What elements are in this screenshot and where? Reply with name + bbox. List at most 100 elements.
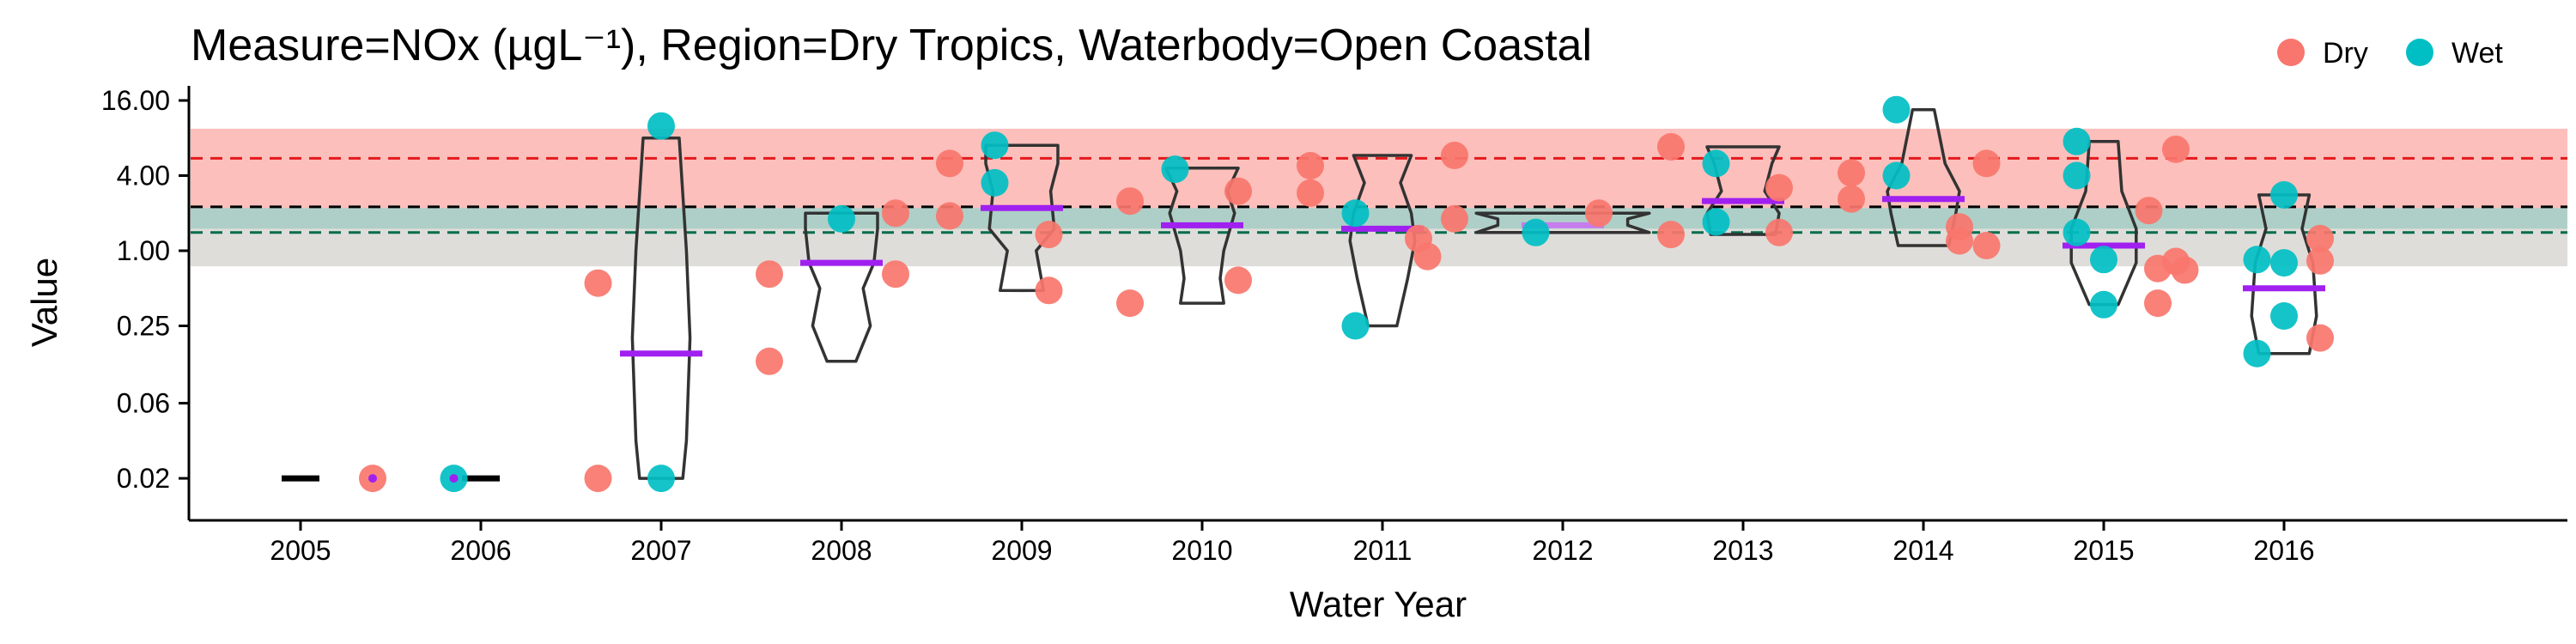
- x-tick-label-2006: 2006: [450, 535, 511, 566]
- wet-point-6: [1161, 155, 1189, 184]
- violin-2011: [1348, 154, 1417, 328]
- wet-point-22: [2270, 249, 2298, 277]
- wet-point-15: [2063, 161, 2091, 190]
- dry-point-10: [1035, 276, 1063, 305]
- dry-point-29: [1946, 213, 1973, 241]
- wet-point-5: [981, 168, 1009, 197]
- wet-point-21: [2270, 302, 2298, 330]
- dry-point-18: [1413, 242, 1442, 270]
- wet-point-3: [828, 204, 855, 233]
- x-tick-label-2014: 2014: [1893, 535, 1953, 566]
- dry-point-35: [2162, 135, 2190, 163]
- violin-2009: [984, 143, 1060, 293]
- legend-label-wet: Wet: [2451, 37, 2503, 70]
- dry-point-38: [2306, 224, 2334, 252]
- wet-point-8: [1341, 199, 1370, 228]
- dry-point-30: [1972, 149, 2001, 178]
- dry-point-4: [756, 260, 783, 289]
- dry-point-27: [1838, 159, 1865, 187]
- y-tick-label-16.00: 16.00: [101, 85, 170, 116]
- dry-point-15: [1297, 179, 1324, 207]
- dry-point-24: [1765, 218, 1793, 246]
- y-axis-ticks: 16.00 4.00 1.00 0.25 0.06 0.02: [101, 85, 189, 494]
- dry-point-12: [1116, 187, 1144, 216]
- wet-point-11: [1702, 149, 1730, 178]
- dry-point-25: [1765, 173, 1793, 202]
- wet-point-13: [1882, 161, 1911, 190]
- dry-point-16: [1297, 152, 1324, 179]
- x-tick-label-2013: 2013: [1712, 535, 1773, 566]
- wet-point-9: [1522, 218, 1550, 246]
- dry-point-6: [882, 199, 909, 228]
- dry-point-11: [1116, 289, 1144, 318]
- y-tick-label-0.02: 0.02: [117, 463, 170, 494]
- x-tick-label-2007: 2007: [630, 535, 691, 566]
- wet-point-10: [1702, 208, 1730, 236]
- dry-point-40: [2306, 324, 2334, 352]
- dry-point-34: [2144, 289, 2172, 318]
- y-tick-label-0.25: 0.25: [117, 311, 170, 342]
- plot-area: [191, 95, 2567, 493]
- dry-point-7: [936, 202, 963, 230]
- x-tick-label-2009: 2009: [991, 535, 1052, 566]
- y-tick-label-0.06: 0.06: [117, 388, 170, 419]
- x-tick-label-2010: 2010: [1171, 535, 1232, 566]
- dry-point-22: [1657, 221, 1685, 249]
- dry-point-2: [584, 269, 612, 297]
- dry-point-14: [1224, 266, 1252, 295]
- legend-swatch-wet: [2406, 39, 2433, 66]
- dry-point-32: [2135, 197, 2163, 225]
- violin-2012: [1474, 211, 1651, 234]
- wet-point-18: [2090, 290, 2117, 319]
- legend: Dry Wet: [2277, 37, 2503, 70]
- violin-2010: [1164, 166, 1240, 305]
- dry-point-39: [2306, 246, 2334, 275]
- dry-point-21: [1585, 199, 1613, 228]
- reference-band-3: [191, 208, 2567, 229]
- wet-point-1: [647, 465, 675, 493]
- median-dot-2005: [368, 474, 377, 483]
- wet-point-2: [647, 112, 675, 140]
- x-tick-label-2005: 2005: [270, 535, 331, 566]
- x-tick-label-2011: 2011: [1353, 535, 1413, 566]
- y-axis-title: Value: [24, 258, 64, 347]
- median-dot-2006: [449, 474, 459, 483]
- y-tick-label-4.00: 4.00: [117, 161, 170, 191]
- dry-point-19: [1441, 204, 1468, 233]
- violin-2015: [2069, 140, 2138, 307]
- wet-point-7: [1341, 312, 1370, 340]
- wet-point-4: [981, 131, 1009, 160]
- dry-point-8: [936, 149, 963, 178]
- dry-point-37: [2171, 256, 2199, 284]
- dry-point-9: [1035, 221, 1063, 249]
- x-tick-label-2012: 2012: [1532, 535, 1593, 566]
- dry-point-26: [1838, 185, 1865, 213]
- dry-point-1: [584, 465, 612, 493]
- wet-point-12: [1882, 95, 1911, 124]
- dry-point-5: [882, 260, 909, 289]
- dry-point-23: [1657, 133, 1685, 161]
- x-axis-title: Water Year: [1290, 584, 1467, 624]
- reference-band-1: [191, 128, 2567, 209]
- x-tick-label-2016: 2016: [2253, 535, 2314, 566]
- wet-point-17: [2090, 246, 2117, 274]
- legend-swatch-dry: [2277, 39, 2305, 66]
- chart-title: Measure=NOx (µgL⁻¹), Region=Dry Tropics,…: [191, 21, 1592, 70]
- dry-point-31: [1972, 232, 2001, 259]
- dry-point-20: [1441, 142, 1468, 169]
- wet-point-14: [2063, 218, 2091, 246]
- x-tick-label-2015: 2015: [2073, 535, 2134, 566]
- wet-point-20: [2243, 339, 2271, 368]
- series-wet: [440, 95, 2298, 493]
- x-tick-label-2008: 2008: [811, 535, 872, 566]
- wet-point-19: [2243, 246, 2271, 274]
- dry-point-13: [1224, 177, 1252, 205]
- dry-point-3: [756, 347, 783, 375]
- y-tick-label-1.00: 1.00: [117, 235, 170, 266]
- series-dry: [359, 133, 2334, 493]
- x-axis-ticks: 2005 2006 2007 2008 2009 2010 2011 2012 2013 2014…: [270, 520, 2315, 566]
- legend-label-dry: Dry: [2323, 37, 2368, 70]
- wet-point-23: [2270, 181, 2298, 209]
- wet-point-16: [2063, 127, 2091, 155]
